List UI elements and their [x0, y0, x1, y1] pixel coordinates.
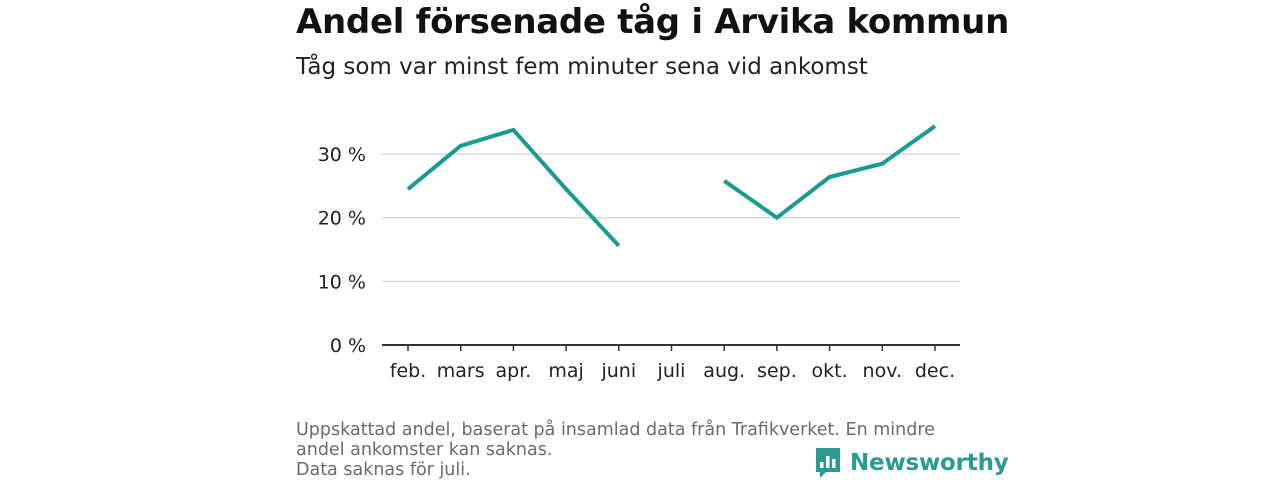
chart-notes: Uppskattad andel, baserat på insamlad da… — [296, 420, 986, 480]
y-tick-label: 0 % — [330, 335, 366, 357]
chart-subtitle: Tåg som var minst fem minuter sena vid a… — [296, 54, 868, 80]
line-chart: 0 % 10 % 20 % 30 % feb. mars apr. maj juni juli a… — [318, 124, 960, 382]
x-axis-ticks: feb. mars apr. maj juni juli aug. sep. okt. nov. d… — [390, 345, 955, 382]
logo-text: Newsworthy — [850, 450, 1009, 476]
series — [406, 124, 937, 248]
x-tick-label: apr. — [495, 360, 531, 382]
x-tick-label: maj — [548, 360, 583, 382]
y-tick-label: 10 % — [318, 271, 366, 293]
y-tick-label: 20 % — [318, 208, 366, 230]
x-tick-label: sep. — [757, 360, 797, 382]
x-tick-label: okt. — [812, 360, 848, 382]
x-tick-label: feb. — [390, 360, 426, 382]
newsworthy-logo: Newsworthy — [814, 446, 1009, 480]
x-tick-label: nov. — [863, 360, 902, 382]
x-tick-label: juni — [600, 360, 636, 382]
y-tick-label: 30 % — [318, 144, 366, 166]
y-axis-labels: 0 % 10 % 20 % 30 % — [318, 144, 366, 357]
series-line-segment — [406, 127, 621, 248]
x-tick-label: mars — [437, 360, 485, 382]
gridlines — [382, 153, 960, 283]
x-tick-label: dec. — [915, 360, 955, 382]
x-tick-label: juli — [657, 360, 686, 382]
note-source: Uppskattad andel, baserat på insamlad da… — [296, 420, 935, 460]
series-line-segment — [723, 124, 937, 221]
x-tick-label: aug. — [703, 360, 745, 382]
bar-chart-speech-bubble-icon — [816, 448, 840, 478]
note-missing: Data saknas för juli. — [296, 460, 471, 480]
chart-title: Andel försenade tåg i Arvika kommun — [296, 2, 1009, 42]
